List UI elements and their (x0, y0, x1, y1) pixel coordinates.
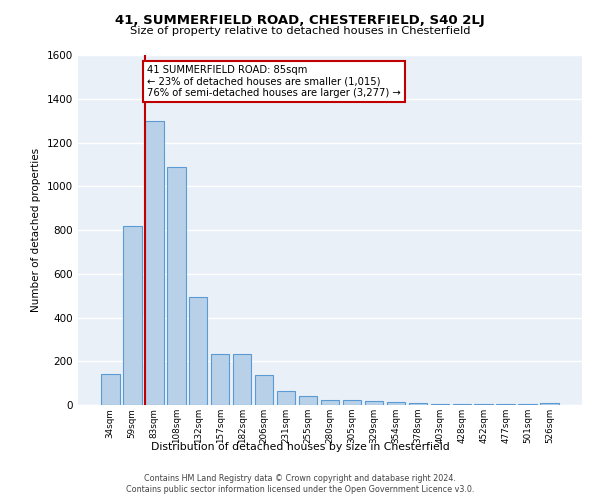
Bar (167, 166, 185, 405)
Bar (211, 354, 229, 405)
Text: Contains public sector information licensed under the Open Government Licence v3: Contains public sector information licen… (126, 485, 474, 494)
Y-axis label: Number of detached properties: Number of detached properties (31, 148, 41, 312)
Bar (233, 354, 251, 405)
Bar (386, 402, 405, 405)
Bar (145, 120, 164, 405)
Bar (365, 400, 383, 405)
Bar (189, 296, 208, 405)
Bar (409, 403, 427, 405)
Bar (320, 400, 340, 405)
Bar (299, 396, 317, 405)
Bar (518, 404, 537, 405)
Bar (475, 404, 493, 405)
Bar (496, 404, 515, 405)
Text: Size of property relative to detached houses in Chesterfield: Size of property relative to detached ho… (130, 26, 470, 36)
Bar (541, 403, 559, 405)
Bar (255, 376, 274, 405)
Bar (343, 400, 361, 405)
Text: 41, SUMMERFIELD ROAD, CHESTERFIELD, S40 2LJ: 41, SUMMERFIELD ROAD, CHESTERFIELD, S40 … (115, 14, 485, 27)
Text: 41 SUMMERFIELD ROAD: 85sqm
← 23% of detached houses are smaller (1,015)
76% of s: 41 SUMMERFIELD ROAD: 85sqm ← 23% of deta… (147, 65, 401, 98)
Bar (452, 404, 471, 405)
Bar (277, 391, 295, 405)
Bar (431, 404, 449, 405)
Text: Contains HM Land Registry data © Crown copyright and database right 2024.: Contains HM Land Registry data © Crown c… (144, 474, 456, 483)
Text: Distribution of detached houses by size in Chesterfield: Distribution of detached houses by size … (151, 442, 449, 452)
Bar (101, 374, 119, 405)
Bar (123, 226, 142, 405)
